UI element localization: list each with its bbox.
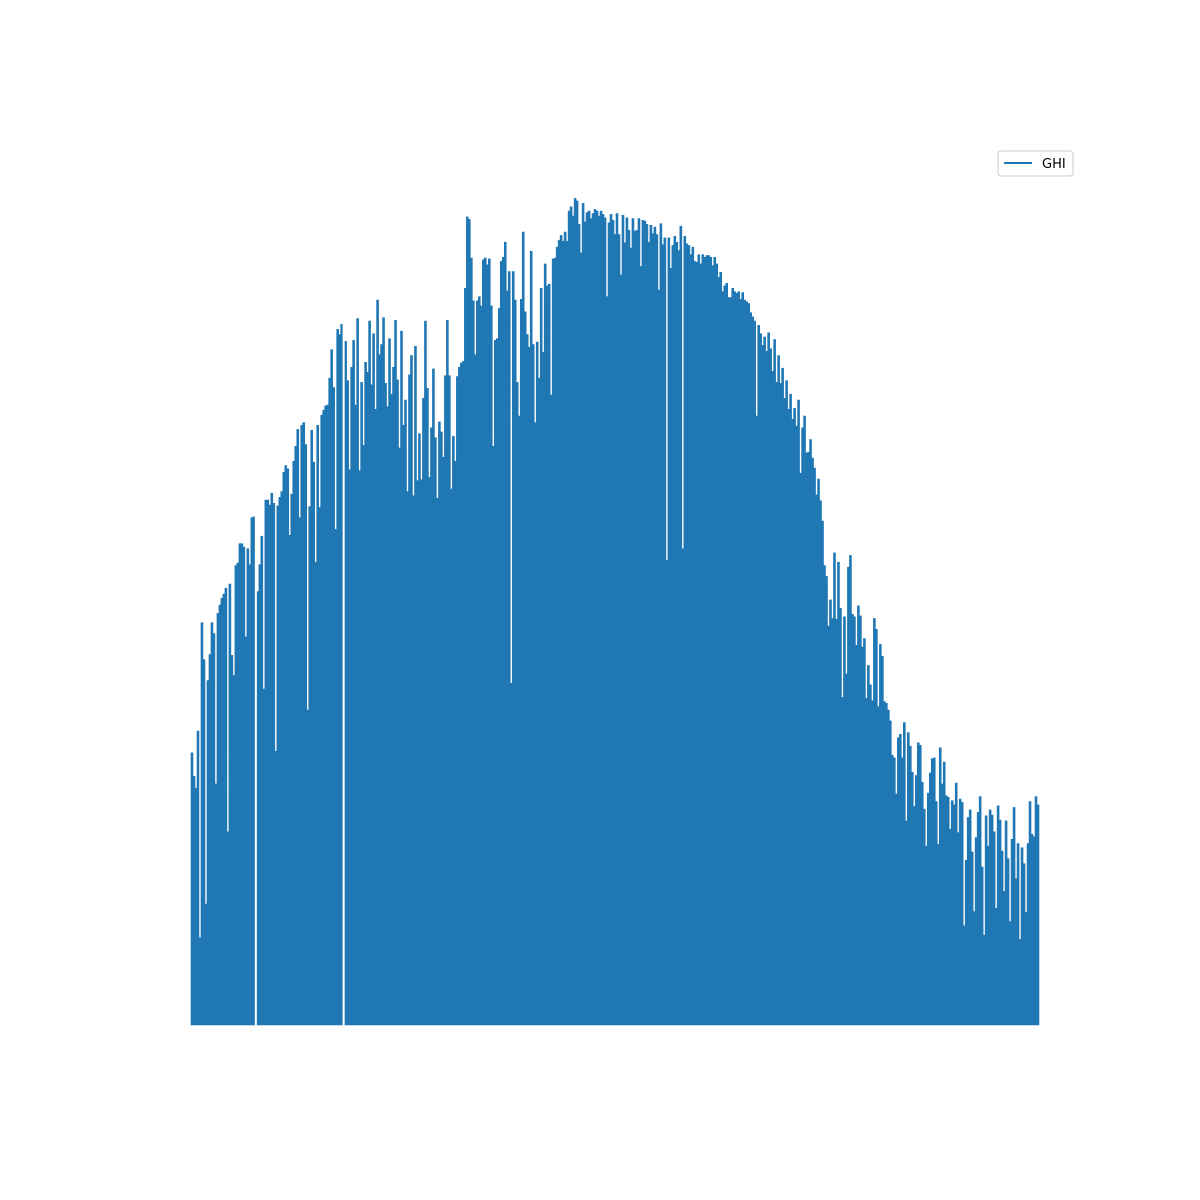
- ghi-series-path: [190, 198, 1040, 1026]
- legend: GHI: [997, 150, 1074, 177]
- legend-label-ghi: GHI: [1042, 157, 1066, 172]
- ghi-series-area: [190, 185, 1040, 1026]
- legend-frame: [997, 150, 1074, 177]
